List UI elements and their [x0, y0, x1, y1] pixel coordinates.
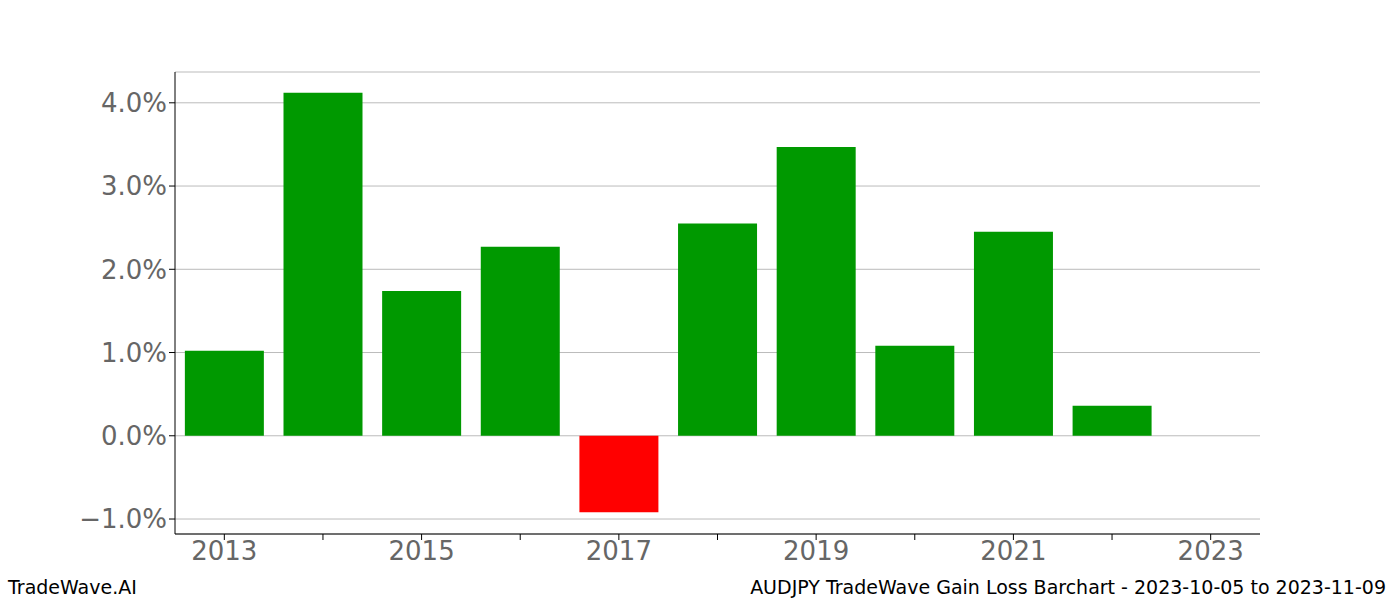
svg-text:2023: 2023 — [1178, 536, 1244, 566]
svg-text:2.0%: 2.0% — [101, 255, 167, 285]
svg-text:2017: 2017 — [586, 536, 652, 566]
svg-text:−1.0%: −1.0% — [79, 504, 167, 534]
svg-text:2015: 2015 — [389, 536, 455, 566]
svg-text:2021: 2021 — [980, 536, 1046, 566]
svg-text:4.0%: 4.0% — [101, 88, 167, 118]
html-text:AUDJPY TradeWave Gain Loss Bar: AUDJPY TradeWave Gain Loss Barchart - 20… — [750, 576, 1386, 598]
html-text:TradeWave.AI: TradeWave.AI — [8, 576, 137, 598]
svg-text:0.0%: 0.0% — [101, 421, 167, 451]
svg-text:2013: 2013 — [191, 536, 257, 566]
svg-text:1.0%: 1.0% — [101, 338, 167, 368]
svg-text:3.0%: 3.0% — [101, 171, 167, 201]
svg-text:2019: 2019 — [783, 536, 849, 566]
